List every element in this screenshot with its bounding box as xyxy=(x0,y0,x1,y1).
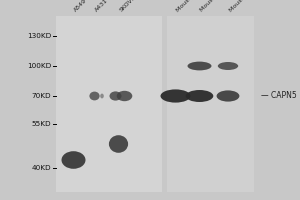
Ellipse shape xyxy=(160,89,190,103)
Text: A549: A549 xyxy=(74,0,88,13)
Text: 70KD: 70KD xyxy=(32,93,51,99)
Text: — CAPN5: — CAPN5 xyxy=(261,92,297,100)
Text: 100KD: 100KD xyxy=(27,63,51,69)
Text: 40KD: 40KD xyxy=(32,165,51,171)
Ellipse shape xyxy=(100,94,104,98)
Ellipse shape xyxy=(110,91,122,101)
Text: SKOV3: SKOV3 xyxy=(118,0,137,13)
FancyBboxPatch shape xyxy=(167,16,254,192)
Ellipse shape xyxy=(218,62,238,70)
Ellipse shape xyxy=(188,62,212,70)
Ellipse shape xyxy=(217,90,239,102)
Ellipse shape xyxy=(109,135,128,153)
Text: A431: A431 xyxy=(94,0,110,13)
Text: 55KD: 55KD xyxy=(32,121,51,127)
Text: 130KD: 130KD xyxy=(27,33,51,39)
Ellipse shape xyxy=(117,91,132,101)
Ellipse shape xyxy=(186,90,213,102)
Text: Mouse brain: Mouse brain xyxy=(200,0,230,13)
FancyBboxPatch shape xyxy=(56,16,162,192)
Ellipse shape xyxy=(89,92,100,100)
Text: Mouse spinal cord: Mouse spinal cord xyxy=(228,0,272,13)
Ellipse shape xyxy=(61,151,85,169)
Text: Mouse thymus: Mouse thymus xyxy=(176,0,212,13)
